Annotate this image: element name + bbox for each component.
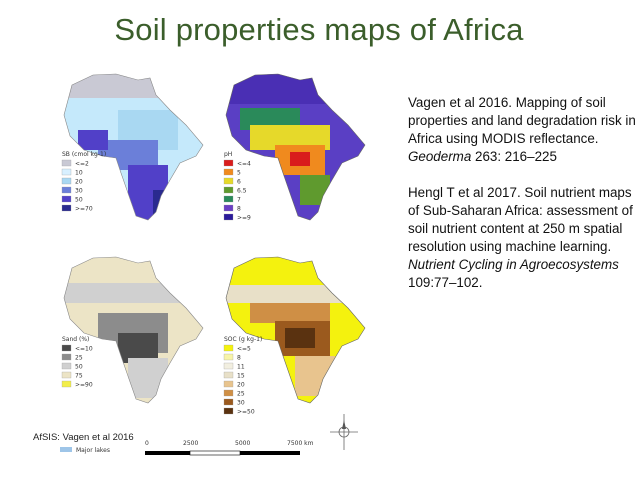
legend-swatch: [223, 177, 234, 185]
soc-legend: SOC (g kg-1) <=5 8 11 15 20 25 30 >=50: [223, 336, 262, 416]
legend-class-label: 5: [237, 170, 241, 177]
legend-swatch: [223, 168, 234, 176]
sb-legend: SB (cmol kg-1) <=2 10 20 30 50 >=70: [61, 151, 106, 213]
legend-class-label: >=70: [75, 206, 93, 213]
ph-legend-title: pH: [224, 151, 232, 158]
lakes-legend-label: Major lakes: [76, 447, 110, 454]
legend-class-label: 20: [237, 382, 245, 389]
legend-class-label: 25: [75, 355, 83, 362]
legend-class-label: 30: [237, 400, 245, 407]
legend-swatch: [223, 398, 234, 406]
legend-swatch: [223, 186, 234, 194]
sand-map-panel: [58, 253, 214, 433]
legend-swatch: [223, 380, 234, 388]
legend-class-label: <=4: [237, 161, 251, 168]
legend-class-label: 50: [75, 364, 83, 371]
soc-map-panel: [220, 253, 376, 433]
scale-tick-0: 0: [145, 440, 149, 447]
legend-class-label: 25: [237, 391, 245, 398]
legend-swatch: [61, 195, 72, 203]
legend-swatch: [61, 344, 72, 352]
legend-swatch: [61, 186, 72, 194]
lakes-legend: Major lakes: [60, 447, 110, 454]
legend-class-label: 8: [237, 355, 241, 362]
legend-swatch: [61, 362, 72, 370]
ph-map-panel: [220, 70, 376, 250]
legend-swatch: [223, 371, 234, 379]
legend-swatch: [223, 344, 234, 352]
legend-swatch: [223, 389, 234, 397]
legend-class-label: 11: [237, 364, 245, 371]
references: Vagen et al 2016. Mapping of soil proper…: [408, 94, 636, 310]
sand-legend: Sand (%) <=10 25 50 75 >=90: [61, 336, 93, 389]
legend-class-label: 75: [75, 373, 83, 380]
legend-swatch: [223, 407, 234, 415]
sb-legend-title: SB (cmol kg-1): [62, 151, 106, 158]
source-credit: AfSIS: Vagen et al 2016: [33, 432, 134, 443]
slide-title: Soil properties maps of Africa: [114, 12, 524, 47]
legend-class-label: >=90: [75, 382, 93, 389]
scale-tick-2: 5000: [235, 440, 250, 447]
scale-tick-1: 2500: [183, 440, 198, 447]
legend-class-label: >=9: [237, 215, 251, 222]
legend-class-label: 50: [75, 197, 83, 204]
legend-class-label: 8: [237, 206, 241, 213]
scale-bar: 0 2500 5000 7500 km: [145, 440, 314, 456]
legend-class-label: 30: [75, 188, 83, 195]
legend-swatch: [223, 195, 234, 203]
ph-legend: pH <=4 5 6 6.5 7 8 >=9: [223, 151, 251, 222]
legend-class-label: <=2: [75, 161, 89, 168]
legend-swatch: [61, 177, 72, 185]
legend-swatch: [223, 204, 234, 212]
legend-class-label: 6.5: [237, 188, 247, 195]
legend-swatch: [61, 380, 72, 388]
legend-class-label: <=5: [237, 346, 251, 353]
legend-swatch: [223, 159, 234, 167]
legend-swatch: [61, 353, 72, 361]
legend-class-label: 6: [237, 179, 241, 186]
legend-class-label: 10: [75, 170, 83, 177]
reference-2: Hengl T et al 2017. Soil nutrient maps o…: [408, 185, 633, 290]
legend-swatch: [61, 204, 72, 212]
legend-swatch: [61, 168, 72, 176]
reference-1: Vagen et al 2016. Mapping of soil proper…: [408, 95, 636, 164]
legend-class-label: <=10: [75, 346, 93, 353]
legend-swatch: [223, 213, 234, 221]
soc-legend-title: SOC (g kg-1): [224, 336, 262, 343]
sand-legend-title: Sand (%): [62, 336, 89, 343]
legend-class-label: 15: [237, 373, 245, 380]
scale-tick-3: 7500 km: [287, 440, 314, 447]
legend-class-label: 20: [75, 179, 83, 186]
legend-swatch: [223, 353, 234, 361]
sb-map-panel: [58, 70, 214, 250]
legend-swatch: [223, 362, 234, 370]
legend-class-label: >=50: [237, 409, 255, 416]
legend-swatch: [61, 159, 72, 167]
north-arrow-icon: [330, 414, 358, 450]
legend-swatch: [61, 371, 72, 379]
legend-class-label: 7: [237, 197, 241, 204]
